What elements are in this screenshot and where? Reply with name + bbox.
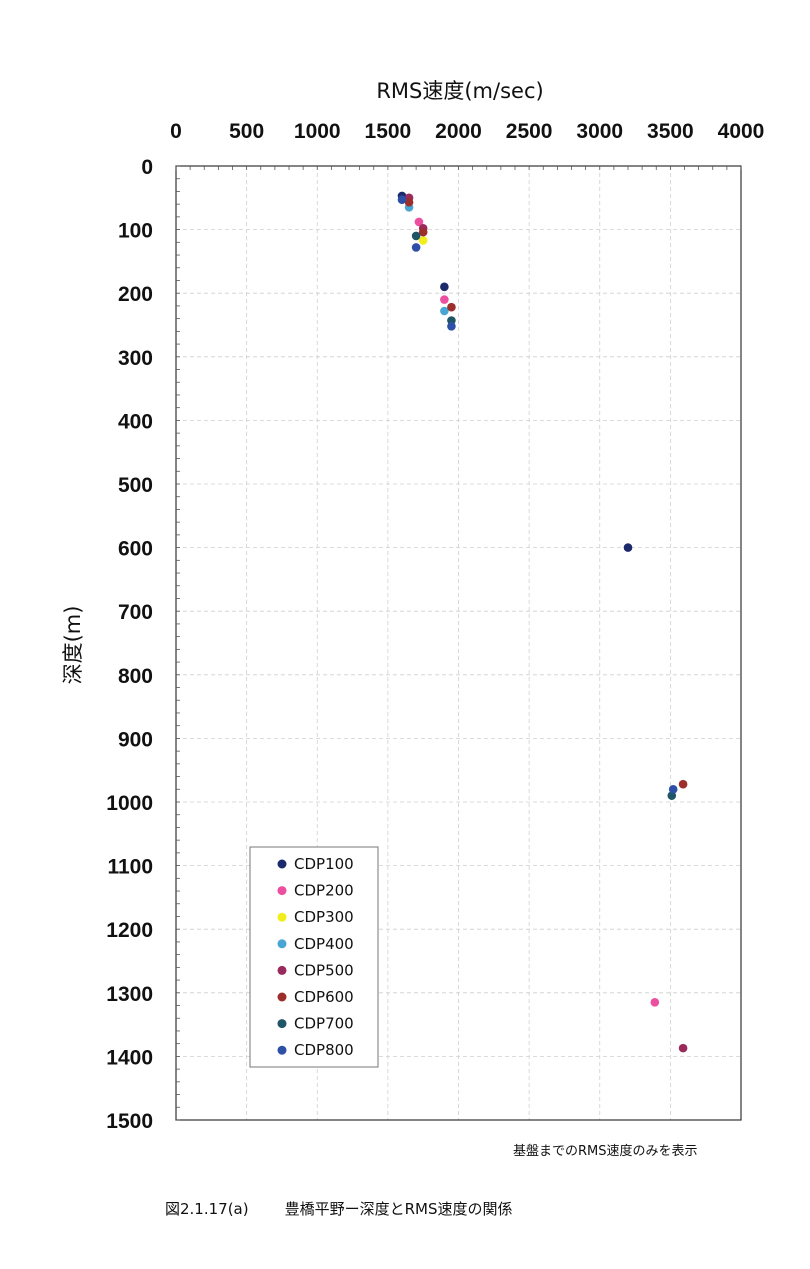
y-tick-label: 200: [118, 283, 153, 306]
y-axis-title: 深度(m): [61, 606, 85, 685]
legend-marker: [277, 939, 287, 949]
legend-marker: [277, 1019, 287, 1029]
minor-ticks: [175, 165, 742, 1121]
x-tick-label: 0: [170, 120, 182, 143]
x-tick-label: 500: [229, 120, 264, 143]
legend-label: CDP700: [294, 1015, 354, 1033]
x-tick-label: 2000: [435, 120, 482, 143]
legend-label: CDP800: [294, 1041, 354, 1059]
legend-label: CDP600: [294, 988, 354, 1006]
figure-title: 豊橋平野ー深度とRMS速度の関係: [284, 1200, 513, 1218]
data-point-cdp800: [397, 195, 407, 205]
data-point-cdp100: [623, 543, 633, 552]
data-point-cdp800: [668, 784, 678, 794]
legend-label: CDP400: [294, 935, 354, 953]
x-tick-label: 3000: [576, 120, 623, 143]
y-tick-label: 0: [141, 156, 153, 179]
y-tick-label: 500: [118, 474, 153, 497]
data-point-cdp600: [678, 779, 688, 789]
y-tick-label: 100: [118, 220, 153, 243]
chart-note: 基盤までのRMS速度のみを表示: [513, 1144, 698, 1159]
data-point-cdp200: [440, 295, 449, 304]
y-tick-label: 1200: [106, 919, 153, 942]
y-tick-label: 800: [118, 665, 153, 688]
y-tick-labels: 0 100 200 300 400 500 600 700 800 900 1000 1100 1200…: [106, 156, 153, 1133]
legend-marker: [277, 859, 287, 869]
figure-number: 図2.1.17(a): [165, 1200, 249, 1218]
data-point-cdp400: [440, 306, 449, 316]
data-point-cdp800: [411, 243, 421, 252]
legend-label: CDP500: [294, 961, 354, 979]
data-point-cdp200: [650, 998, 660, 1007]
y-tick-label: 1000: [106, 792, 153, 815]
legend-marker: [277, 965, 287, 975]
legend-marker: [277, 1045, 287, 1055]
legend-marker: [277, 992, 287, 1002]
y-tick-label: 1300: [106, 983, 153, 1006]
data-point-cdp700: [411, 231, 421, 241]
x-tick-label: 2500: [506, 120, 553, 143]
legend-marker: [277, 912, 287, 922]
data-point-cdp300: [418, 236, 428, 245]
legend-label: CDP100: [294, 855, 354, 873]
y-tick-label: 1400: [106, 1046, 153, 1069]
data-point-cdp600: [418, 227, 428, 237]
y-tick-label: 700: [118, 601, 153, 624]
legend-marker: [277, 886, 287, 896]
y-tick-label: 300: [118, 347, 153, 370]
data-point-cdp800: [447, 321, 456, 331]
legend: CDP100 CDP200 CDP300 CDP400 CDP500 CDP600 CDP7…: [249, 846, 379, 1068]
x-tick-label: 1000: [294, 120, 341, 143]
x-tick-label: 4000: [718, 120, 765, 143]
y-tick-label: 400: [118, 410, 153, 433]
data-point-cdp600: [447, 302, 456, 312]
data-point-cdp600: [404, 197, 414, 207]
data-point-cdp200: [414, 217, 424, 227]
x-tick-label: 1500: [365, 120, 412, 143]
y-tick-label: 1100: [107, 856, 153, 879]
legend-label: CDP300: [294, 908, 354, 926]
x-tick-label: 3500: [647, 120, 694, 143]
x-tick-labels: 0 500 1000 1500 2000 2500 3000 3500 4000: [170, 120, 764, 143]
figure-caption: 図2.1.17(a) 豊橋平野ー深度とRMS速度の関係: [165, 1198, 513, 1219]
y-tick-label: 1500: [106, 1110, 153, 1133]
x-axis-title: RMS速度(m/sec): [376, 79, 543, 103]
y-tick-label: 600: [118, 538, 153, 561]
legend-box: [249, 846, 379, 1068]
data-point-cdp500: [678, 1043, 688, 1053]
data-points: [397, 191, 688, 1053]
legend-label: CDP200: [294, 882, 354, 900]
data-point-cdp100: [440, 282, 449, 292]
y-tick-label: 900: [118, 728, 153, 751]
